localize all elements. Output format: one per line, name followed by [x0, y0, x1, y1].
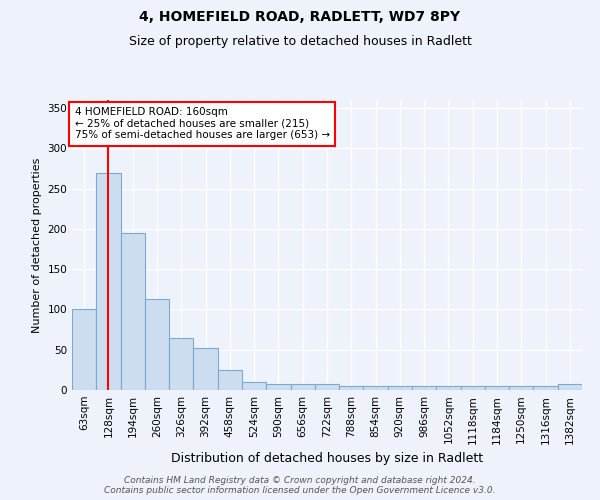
- Text: 4 HOMEFIELD ROAD: 160sqm
← 25% of detached houses are smaller (215)
75% of semi-: 4 HOMEFIELD ROAD: 160sqm ← 25% of detach…: [74, 108, 329, 140]
- Text: Contains HM Land Registry data © Crown copyright and database right 2024.
Contai: Contains HM Land Registry data © Crown c…: [104, 476, 496, 495]
- Bar: [388, 386, 412, 390]
- Bar: [96, 172, 121, 390]
- Bar: [193, 348, 218, 390]
- Bar: [121, 233, 145, 390]
- Bar: [509, 386, 533, 390]
- Bar: [339, 386, 364, 390]
- Bar: [533, 386, 558, 390]
- Text: Size of property relative to detached houses in Radlett: Size of property relative to detached ho…: [128, 35, 472, 48]
- Bar: [315, 384, 339, 390]
- Bar: [461, 386, 485, 390]
- Y-axis label: Number of detached properties: Number of detached properties: [32, 158, 42, 332]
- Bar: [266, 384, 290, 390]
- Bar: [72, 310, 96, 390]
- X-axis label: Distribution of detached houses by size in Radlett: Distribution of detached houses by size …: [171, 452, 483, 465]
- Bar: [436, 386, 461, 390]
- Bar: [290, 384, 315, 390]
- Bar: [242, 382, 266, 390]
- Bar: [364, 386, 388, 390]
- Bar: [412, 386, 436, 390]
- Bar: [218, 370, 242, 390]
- Bar: [169, 338, 193, 390]
- Text: 4, HOMEFIELD ROAD, RADLETT, WD7 8PY: 4, HOMEFIELD ROAD, RADLETT, WD7 8PY: [139, 10, 461, 24]
- Bar: [558, 384, 582, 390]
- Bar: [145, 299, 169, 390]
- Bar: [485, 386, 509, 390]
